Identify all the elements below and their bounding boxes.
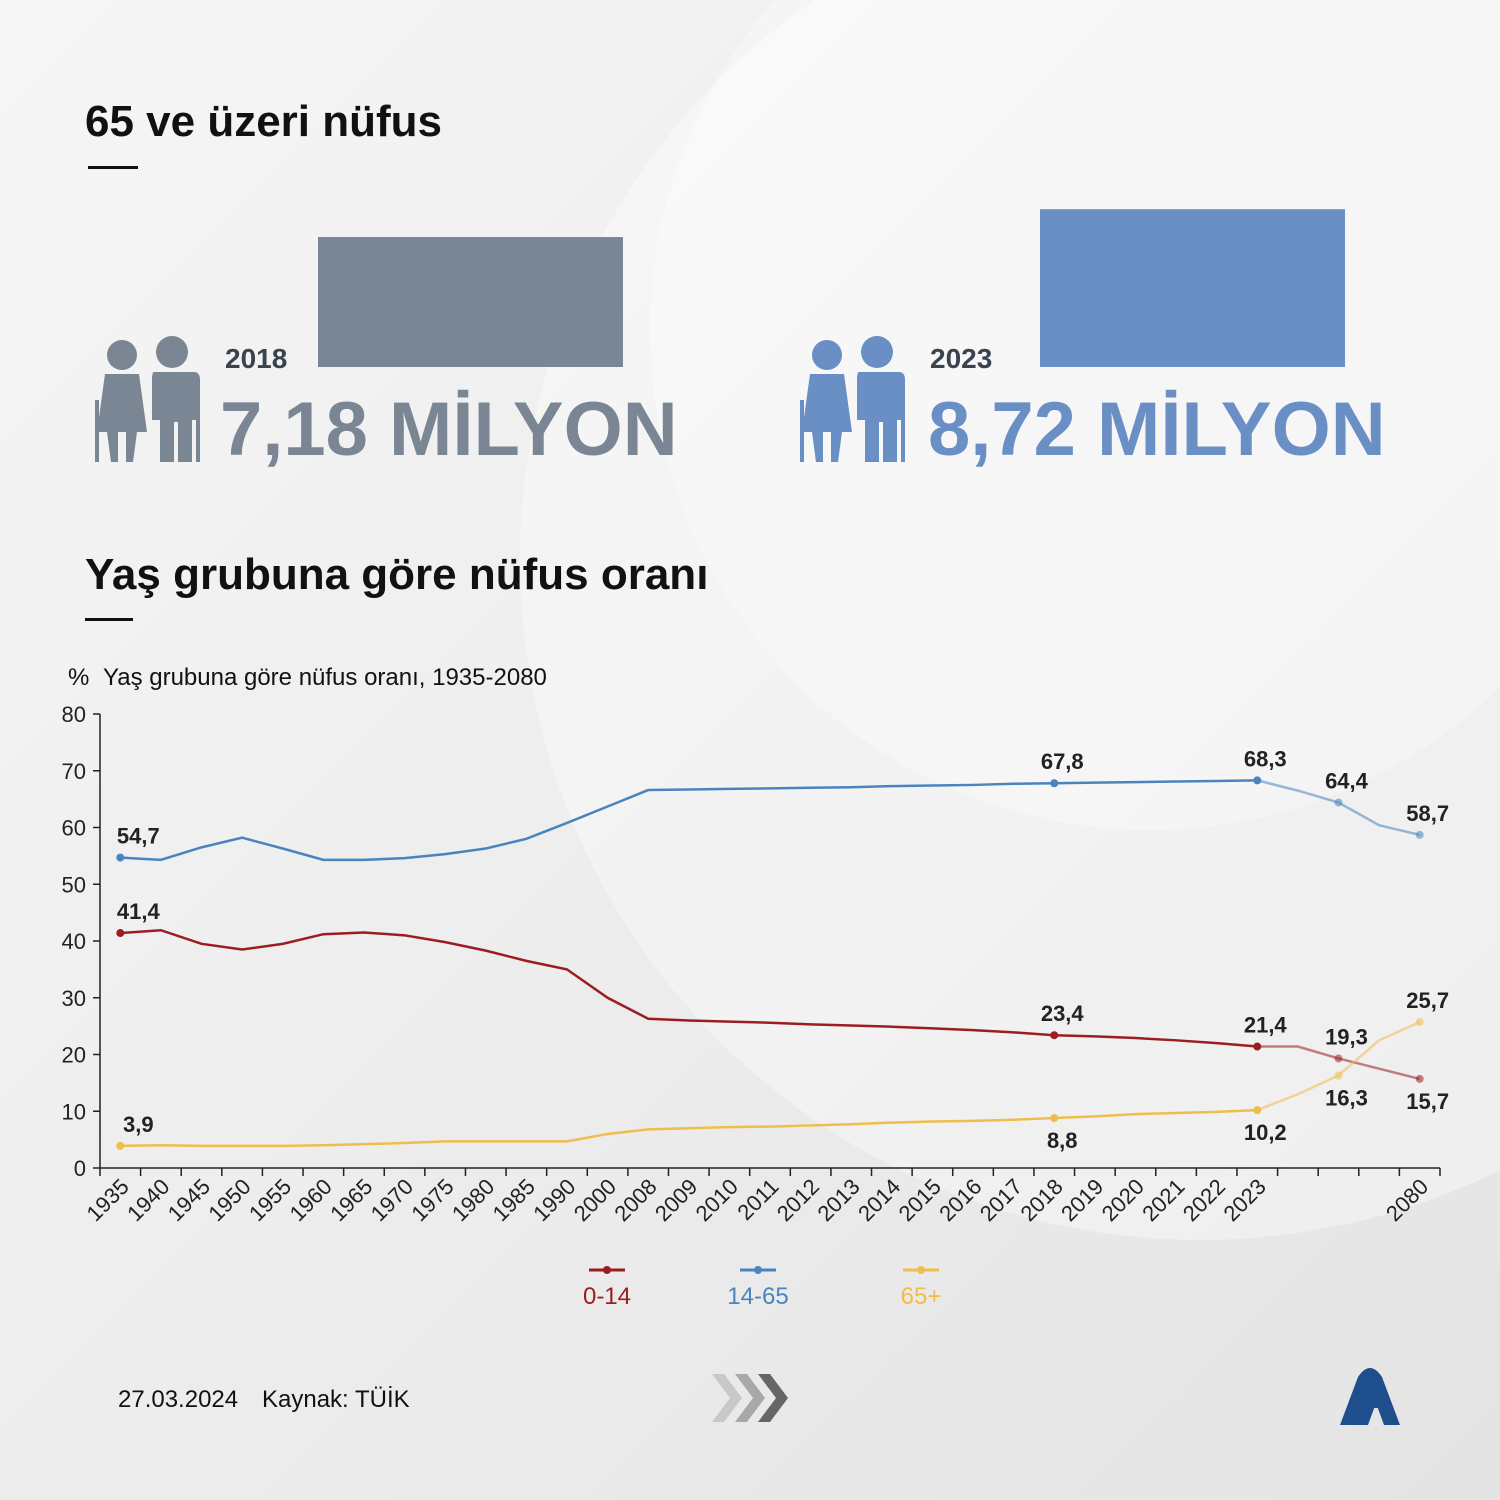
icon-head (107, 340, 137, 370)
marker (1415, 1018, 1424, 1027)
icon-cane (196, 405, 200, 462)
value-label: 8,8 (1047, 1128, 1078, 1153)
icon-cane (901, 405, 905, 462)
value-label: 68,3 (1244, 746, 1287, 771)
value-label: 3,9 (123, 1112, 154, 1137)
series-line (120, 779, 1258, 862)
marker (1253, 1042, 1262, 1051)
y-tick-label: 30 (62, 986, 86, 1011)
icon-body (802, 374, 852, 462)
value-label: 25,7 (1406, 988, 1449, 1013)
y-tick-label: 20 (62, 1043, 86, 1068)
marker (1334, 1054, 1343, 1063)
value-label: 41,4 (117, 899, 161, 924)
stat-bar (318, 237, 623, 367)
value-label: 64,4 (1325, 769, 1369, 794)
y-tick-label: 80 (62, 702, 86, 727)
legend-dot (603, 1266, 611, 1274)
series-line (120, 1108, 1258, 1148)
chevrons (712, 1374, 788, 1422)
title: 65 ve üzeri nüfus (85, 97, 442, 146)
y-tick-label: 60 (62, 816, 86, 841)
marker (1334, 798, 1343, 807)
marker (1253, 1106, 1262, 1115)
value-label: 67,8 (1041, 749, 1084, 774)
marker (1253, 776, 1262, 785)
legend-label: 14-65 (727, 1283, 788, 1310)
icon-head (812, 340, 842, 370)
marker (1415, 830, 1424, 839)
y-tick-label: 10 (62, 1099, 86, 1124)
marker (1334, 1071, 1343, 1080)
value-label: 21,4 (1244, 1013, 1288, 1038)
footer-source: Kaynak: TÜİK (262, 1386, 410, 1413)
marker (1415, 1074, 1424, 1083)
y-tick-label: 0 (74, 1156, 86, 1181)
y-tick-label: 50 (62, 872, 86, 897)
marker (1050, 1031, 1059, 1040)
logo (1340, 1368, 1400, 1425)
value-label: 16,3 (1325, 1085, 1368, 1110)
icon-head (861, 336, 893, 368)
icon-body (855, 372, 905, 462)
icon-body (97, 374, 147, 462)
marker (1050, 1114, 1059, 1123)
section-title: Yaş grubuna göre nüfus oranı (85, 550, 708, 599)
y-tick-label: 40 (62, 929, 86, 954)
marker (116, 929, 125, 938)
value-label: 23,4 (1041, 1001, 1085, 1026)
stat-bar (1040, 209, 1345, 367)
chart-subtitle: Yaş grubuna göre nüfus oranı, 1935-2080 (103, 664, 547, 691)
stat-year: 2023 (930, 343, 992, 374)
legend-label: 0-14 (583, 1283, 631, 1310)
icon-cane (95, 400, 99, 462)
value-label: 10,2 (1244, 1120, 1287, 1145)
icon-body (150, 372, 200, 462)
icon-head (156, 336, 188, 368)
legend-label: 65+ (901, 1283, 942, 1310)
footer-date: 27.03.2024 (118, 1386, 238, 1413)
chart-unit: % (68, 664, 89, 691)
people-icon (95, 336, 200, 462)
title-rule (88, 166, 138, 169)
section-rule (85, 618, 133, 621)
y-tick-label: 70 (62, 759, 86, 784)
bg-circle (650, 0, 1500, 830)
people-icon (800, 336, 905, 462)
marker (116, 1141, 125, 1150)
stat-value: 8,72 MİLYON (928, 387, 1386, 472)
value-label: 15,7 (1406, 1089, 1449, 1114)
value-label: 58,7 (1406, 801, 1449, 826)
value-label: 19,3 (1325, 1024, 1368, 1049)
legend-dot (917, 1266, 925, 1274)
value-label: 54,7 (117, 824, 160, 849)
legend-dot (754, 1266, 762, 1274)
marker (116, 853, 125, 862)
icon-cane (800, 400, 804, 462)
stat-value: 7,18 MİLYON (220, 387, 678, 472)
marker (1050, 779, 1059, 788)
stat-year: 2018 (225, 343, 287, 374)
series-line (120, 928, 1258, 1048)
